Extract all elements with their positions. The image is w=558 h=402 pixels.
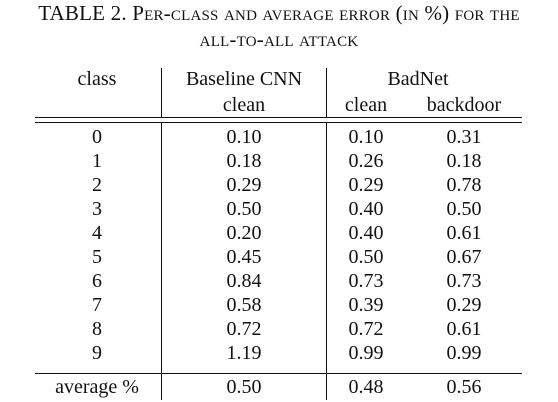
column-separator-2-body [326,123,328,400]
row-backdoor-cell: 0.99 [446,342,482,364]
row-baseline-cell: 0.84 [226,270,262,292]
caption-line-1: TABLE 2. Per-class and average error (in… [0,0,558,27]
header-baseline-cnn: Baseline CNN [185,68,303,90]
row-baseline-cell: 0.58 [226,294,262,316]
row-class-cell: 0 [92,126,102,148]
column-separator-2-header [326,68,328,117]
row-backdoor-cell: 0.67 [446,246,482,268]
row-class-cell: 2 [92,174,102,196]
row-clean-cell: 0.40 [348,222,384,244]
average-clean: 0.48 [348,376,384,398]
row-backdoor-cell: 0.61 [446,318,482,340]
row-class-cell: 9 [92,342,102,364]
row-clean-cell: 0.72 [348,318,384,340]
row-backdoor-cell: 0.61 [446,222,482,244]
row-baseline-cell: 0.72 [226,318,262,340]
header-baseline-clean: clean [222,94,266,116]
row-class-cell: 4 [92,222,102,244]
row-backdoor-cell: 0.78 [446,174,482,196]
row-clean-cell: 0.10 [348,126,384,148]
row-backdoor-cell: 0.29 [446,294,482,316]
row-class-cell: 3 [92,198,102,220]
column-separator-1-body [161,123,163,400]
row-baseline-cell: 0.10 [226,126,262,148]
row-backdoor-cell: 0.18 [446,150,482,172]
average-backdoor: 0.56 [446,376,482,398]
row-clean-cell: 0.39 [348,294,384,316]
row-class-cell: 6 [92,270,102,292]
header-badnet-backdoor: backdoor [426,94,502,116]
row-class-cell: 8 [92,318,102,340]
average-label: average % [55,376,139,398]
row-class-cell: 7 [92,294,102,316]
average-rule [35,373,522,374]
header-badnet-clean: clean [344,94,388,116]
header-rule-bottom [35,122,522,124]
row-class-cell: 5 [92,246,102,268]
row-backdoor-cell: 0.73 [446,270,482,292]
row-baseline-cell: 1.19 [226,342,262,364]
caption-line-2: all-to-all attack [199,27,359,51]
row-clean-cell: 0.40 [348,198,384,220]
caption-table-number: TABLE 2. [38,1,133,25]
row-baseline-cell: 0.18 [226,150,262,172]
row-clean-cell: 0.73 [348,270,384,292]
row-clean-cell: 0.29 [348,174,384,196]
average-baseline: 0.50 [226,376,262,398]
row-baseline-cell: 0.29 [226,174,262,196]
row-backdoor-cell: 0.31 [446,126,482,148]
row-baseline-cell: 0.45 [226,246,262,268]
header-class: class [77,68,117,90]
row-baseline-cell: 0.20 [226,222,262,244]
caption-title-text: Per-class and average error (in %) for t… [132,1,520,25]
header-badnet: BadNet [387,68,449,90]
row-baseline-cell: 0.50 [226,198,262,220]
row-class-cell: 1 [92,150,102,172]
row-clean-cell: 0.26 [348,150,384,172]
column-separator-1-header [161,68,163,117]
row-clean-cell: 0.99 [348,342,384,364]
header-rule-top [35,117,522,119]
row-backdoor-cell: 0.50 [446,198,482,220]
row-clean-cell: 0.50 [348,246,384,268]
